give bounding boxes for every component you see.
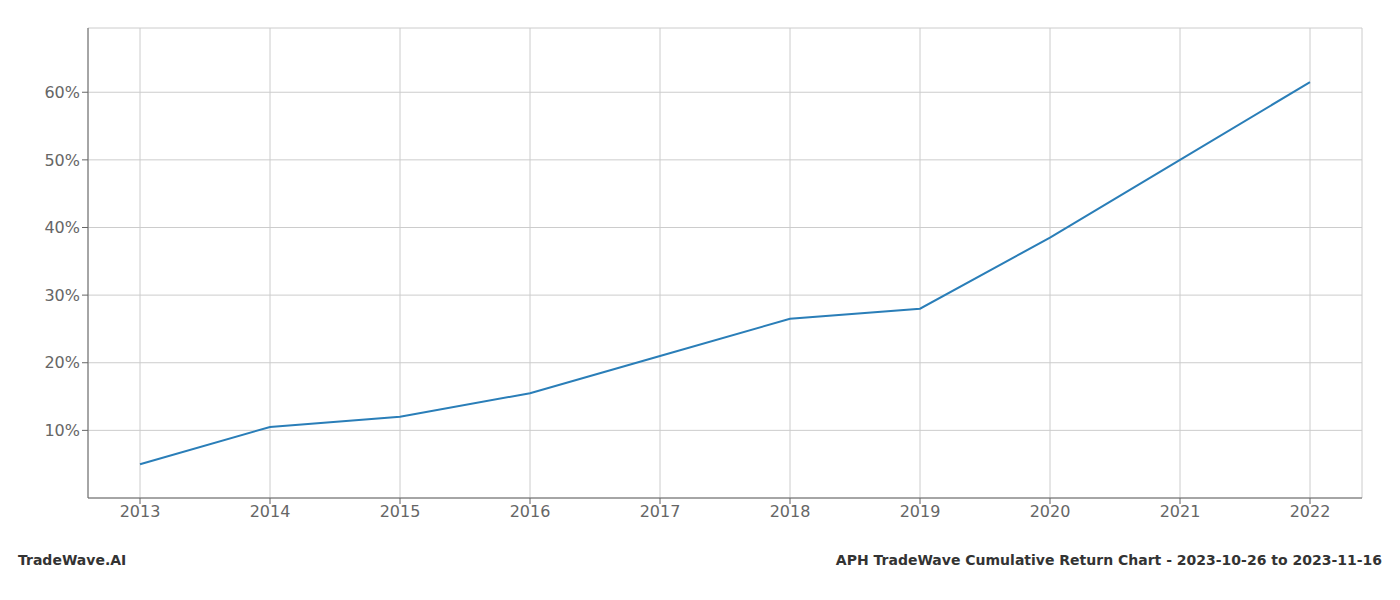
svg-text:2018: 2018 — [770, 502, 811, 521]
svg-text:2019: 2019 — [900, 502, 941, 521]
svg-text:40%: 40% — [44, 218, 80, 237]
svg-text:2021: 2021 — [1160, 502, 1201, 521]
svg-text:2016: 2016 — [510, 502, 551, 521]
html-text:TradeWave.AI: TradeWave.AI — [18, 552, 127, 568]
svg-text:2022: 2022 — [1290, 502, 1331, 521]
svg-text:2014: 2014 — [250, 502, 291, 521]
html-text:APH TradeWave Cumulative Retur: APH TradeWave Cumulative Return Chart - … — [835, 552, 1382, 568]
svg-text:20%: 20% — [44, 353, 80, 372]
svg-text:2017: 2017 — [640, 502, 681, 521]
svg-text:10%: 10% — [44, 421, 80, 440]
svg-text:30%: 30% — [44, 286, 80, 305]
svg-text:2013: 2013 — [120, 502, 161, 521]
svg-text:50%: 50% — [44, 151, 80, 170]
svg-text:2015: 2015 — [380, 502, 421, 521]
svg-text:2020: 2020 — [1030, 502, 1071, 521]
svg-text:60%: 60% — [44, 83, 80, 102]
